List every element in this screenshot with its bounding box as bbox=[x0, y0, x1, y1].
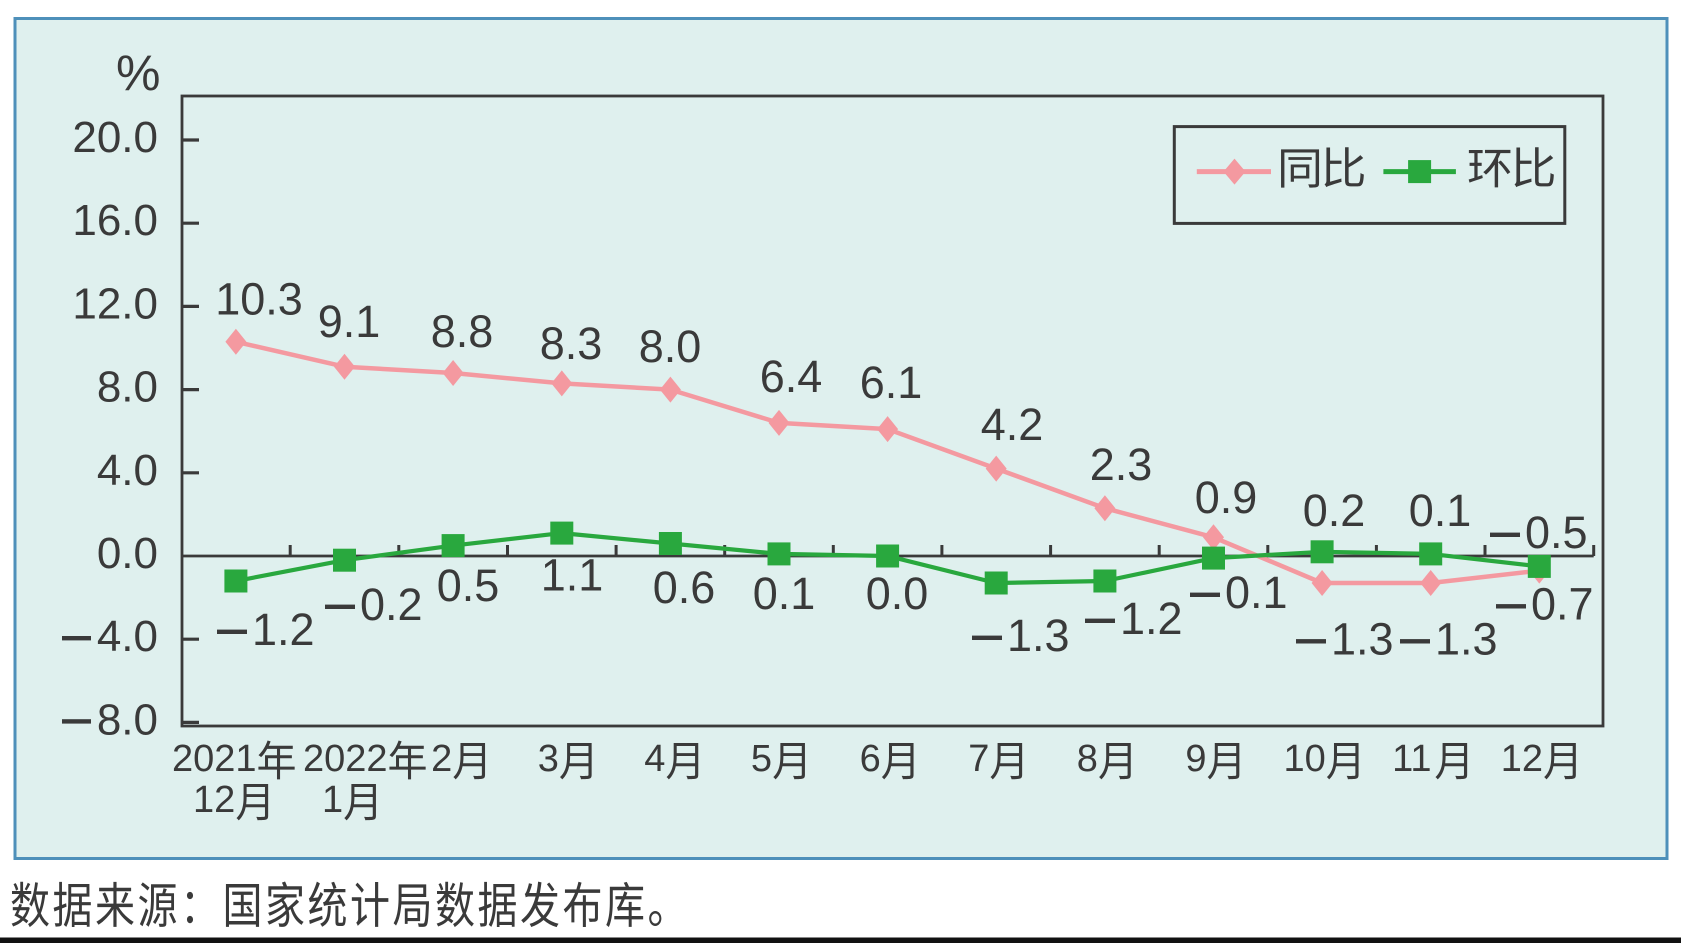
svg-text:%: % bbox=[116, 45, 160, 101]
svg-text:9: 9 bbox=[1185, 738, 1206, 780]
svg-text:11: 11 bbox=[1392, 738, 1431, 780]
svg-text:0.2: 0.2 bbox=[360, 579, 423, 630]
svg-text:8.8: 8.8 bbox=[431, 306, 494, 357]
svg-text:0.9: 0.9 bbox=[1195, 472, 1258, 523]
svg-text:0.5: 0.5 bbox=[1525, 507, 1588, 558]
svg-text:10: 10 bbox=[1284, 738, 1326, 780]
svg-text:7: 7 bbox=[968, 738, 989, 780]
svg-text:9.1: 9.1 bbox=[318, 296, 381, 347]
svg-text:8.0: 8.0 bbox=[639, 321, 702, 372]
svg-text:2: 2 bbox=[431, 738, 452, 780]
svg-text:4.2: 4.2 bbox=[981, 399, 1044, 450]
svg-text:2.3: 2.3 bbox=[1090, 439, 1153, 490]
svg-text:1.1: 1.1 bbox=[541, 550, 604, 601]
svg-text:20.0: 20.0 bbox=[72, 113, 158, 162]
svg-text:4.0: 4.0 bbox=[97, 612, 158, 661]
svg-text:16.0: 16.0 bbox=[72, 196, 158, 245]
svg-text:6.1: 6.1 bbox=[860, 357, 923, 408]
svg-text:0.0: 0.0 bbox=[866, 568, 929, 619]
svg-text:4: 4 bbox=[644, 738, 665, 780]
svg-text:12.0: 12.0 bbox=[72, 279, 158, 328]
svg-text:0.1: 0.1 bbox=[1409, 485, 1472, 536]
svg-text:8.0: 8.0 bbox=[97, 695, 158, 744]
svg-text:6.4: 6.4 bbox=[760, 351, 823, 402]
svg-text:1.3: 1.3 bbox=[1331, 614, 1394, 665]
svg-text:12: 12 bbox=[193, 779, 235, 821]
svg-text:2021: 2021 bbox=[172, 738, 257, 780]
svg-text:8.0: 8.0 bbox=[97, 363, 158, 412]
svg-text:1: 1 bbox=[322, 779, 343, 821]
svg-text:0.1: 0.1 bbox=[753, 568, 816, 619]
svg-text:0.7: 0.7 bbox=[1531, 579, 1594, 630]
svg-text:8.3: 8.3 bbox=[540, 318, 603, 369]
svg-text:5: 5 bbox=[751, 738, 772, 780]
svg-text:1.3: 1.3 bbox=[1435, 614, 1498, 665]
svg-text:2022: 2022 bbox=[303, 738, 388, 780]
svg-text:12: 12 bbox=[1501, 738, 1543, 780]
svg-text:0.5: 0.5 bbox=[437, 560, 500, 611]
svg-text:0.0: 0.0 bbox=[97, 529, 158, 578]
svg-text:0.2: 0.2 bbox=[1303, 485, 1366, 536]
svg-text:4.0: 4.0 bbox=[97, 446, 158, 495]
svg-text:1.3: 1.3 bbox=[1007, 610, 1070, 661]
svg-text:0.1: 0.1 bbox=[1225, 567, 1288, 618]
svg-text:6: 6 bbox=[860, 738, 881, 780]
svg-text:0.6: 0.6 bbox=[653, 562, 716, 613]
svg-text:1.2: 1.2 bbox=[1120, 593, 1183, 644]
svg-text:1.2: 1.2 bbox=[252, 604, 315, 655]
svg-text:8: 8 bbox=[1077, 738, 1098, 780]
svg-text:3: 3 bbox=[538, 738, 559, 780]
svg-text:10.3: 10.3 bbox=[215, 274, 303, 325]
